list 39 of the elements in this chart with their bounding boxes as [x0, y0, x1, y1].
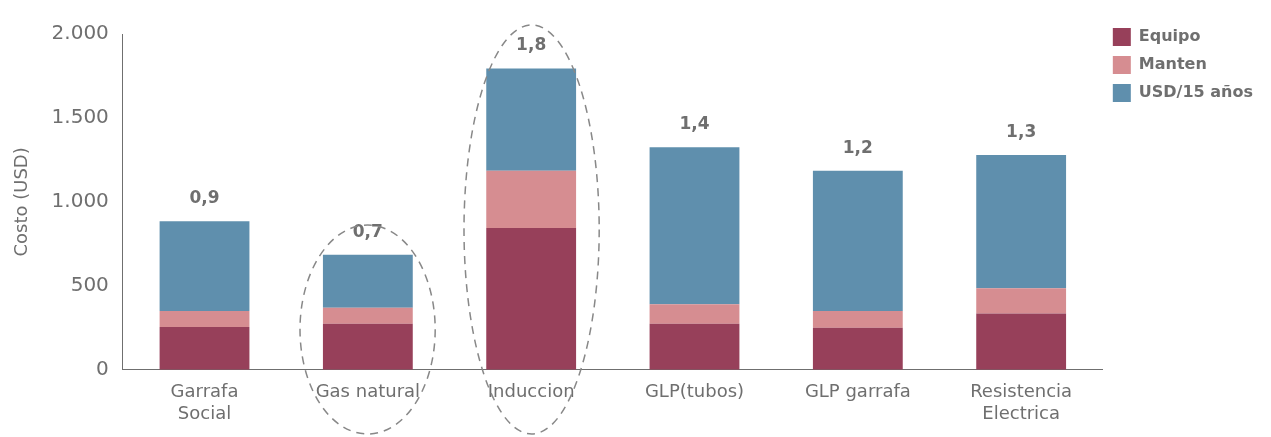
bar	[486, 68, 577, 171]
x-tick-label: Induccion	[487, 380, 575, 402]
annotation: 1,4	[679, 113, 710, 134]
x-tick-label: Resistencia Electrica	[970, 380, 1073, 423]
y-tick-label: 1.000	[51, 188, 109, 213]
x-tick-label: Gas natural	[315, 380, 421, 402]
y-tick-label: 0	[96, 356, 109, 380]
y-tick-label: 500	[70, 272, 109, 297]
annotation: 1,2	[842, 136, 873, 157]
bar	[649, 323, 740, 370]
bar	[649, 304, 740, 324]
bar	[322, 307, 413, 324]
annotation: 1,3	[1006, 120, 1037, 141]
bar	[159, 221, 250, 312]
annotation: 0,7	[352, 220, 383, 241]
bar	[159, 311, 250, 327]
bar	[976, 313, 1067, 370]
bar	[159, 326, 250, 370]
x-tick-label: Garrafa Social	[170, 380, 239, 423]
x-tick-label: GLP(tubos)	[644, 380, 745, 402]
bar	[322, 254, 413, 308]
legend-label: USD/15 años	[1138, 82, 1254, 102]
bar	[812, 327, 903, 370]
x-tick-label: GLP garrafa	[804, 380, 911, 402]
y-axis-title: Costo (USD)	[10, 147, 32, 257]
y-tick-label: 2.000	[51, 20, 109, 45]
bar	[486, 227, 577, 370]
legend-label: Equipo	[1138, 26, 1201, 46]
bar	[976, 288, 1067, 314]
annotation: 1,8	[516, 34, 547, 55]
bar	[649, 147, 740, 305]
bar	[976, 154, 1067, 289]
legend-label: Manten	[1138, 54, 1207, 74]
y-tick-label: 1.500	[51, 104, 109, 129]
bar	[812, 311, 903, 328]
annotation: 0,9	[189, 187, 220, 208]
bar	[322, 323, 413, 370]
bar	[812, 170, 903, 312]
bar	[486, 170, 577, 228]
